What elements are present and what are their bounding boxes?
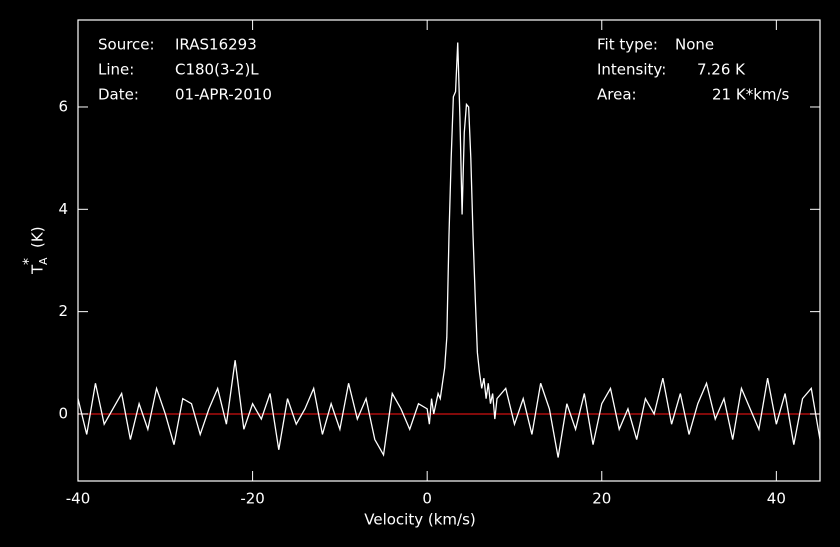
y-tick-label: 0 xyxy=(58,404,68,422)
x-axis-label: Velocity (km/s) xyxy=(364,511,475,529)
plot-frame xyxy=(77,19,821,482)
annotation-key: Intensity: xyxy=(597,61,666,79)
y-label-sup: * xyxy=(21,258,37,265)
x-tick-label: 0 xyxy=(422,490,432,508)
x-tick-label: 40 xyxy=(767,490,786,508)
x-tick-label: 20 xyxy=(592,490,611,508)
x-tick-label: -40 xyxy=(66,490,91,508)
y-label-sub: A xyxy=(37,257,50,265)
annotation-value: None xyxy=(675,36,714,54)
y-axis-label: T A * (K) xyxy=(21,226,50,275)
annotation-key: Fit type: xyxy=(597,36,658,54)
spectrum-line xyxy=(77,42,821,458)
annotation-key: Date: xyxy=(98,86,139,104)
annotation-value: IRAS16293 xyxy=(175,36,257,54)
annotation-value: 7.26 K xyxy=(697,61,746,79)
annotation-key: Area: xyxy=(597,86,637,104)
y-tick-label: 2 xyxy=(58,302,68,320)
annotation-value: 21 K*km/s xyxy=(712,86,790,104)
annotation-key: Line: xyxy=(98,61,134,79)
y-tick-label: 4 xyxy=(58,200,68,218)
y-label-unit: (K) xyxy=(29,226,47,248)
annotation-value: C180(3-2)L xyxy=(175,61,259,79)
x-tick-label: -20 xyxy=(240,490,265,508)
annotation-value: 01-APR-2010 xyxy=(175,86,272,104)
annotation-key: Source: xyxy=(98,36,155,54)
y-label-main: T xyxy=(29,264,47,275)
y-tick-label: 6 xyxy=(58,97,68,115)
